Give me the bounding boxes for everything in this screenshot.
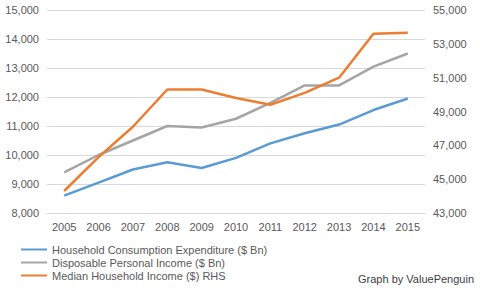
svg-text:2007: 2007	[121, 221, 145, 233]
svg-text:Median Household Income ($) RH: Median Household Income ($) RHS	[52, 270, 226, 282]
svg-text:2013: 2013	[327, 221, 351, 233]
svg-text:13,000: 13,000	[5, 62, 39, 74]
svg-text:15,000: 15,000	[5, 4, 39, 16]
svg-text:2014: 2014	[361, 221, 385, 233]
svg-text:14,000: 14,000	[5, 33, 39, 45]
svg-text:Disposable Personal Income ($: Disposable Personal Income ($ Bn)	[52, 257, 225, 269]
svg-text:47,000: 47,000	[433, 139, 467, 151]
svg-text:10,000: 10,000	[5, 149, 39, 161]
svg-text:2015: 2015	[396, 221, 420, 233]
svg-text:43,000: 43,000	[433, 207, 467, 219]
svg-text:9,000: 9,000	[11, 178, 39, 190]
svg-text:51,000: 51,000	[433, 72, 467, 84]
svg-text:53,000: 53,000	[433, 38, 467, 50]
svg-text:2009: 2009	[189, 221, 213, 233]
svg-text:2005: 2005	[52, 221, 76, 233]
svg-text:55,000: 55,000	[433, 4, 467, 16]
svg-text:12,000: 12,000	[5, 91, 39, 103]
svg-text:2010: 2010	[224, 221, 248, 233]
svg-text:2012: 2012	[292, 221, 316, 233]
svg-text:Graph by ValuePenguin: Graph by ValuePenguin	[358, 273, 474, 285]
svg-text:11,000: 11,000	[6, 120, 39, 132]
svg-text:2011: 2011	[259, 221, 283, 233]
svg-text:Household Consumption Expendit: Household Consumption Expenditure ($ Bn)	[52, 244, 267, 256]
svg-text:2006: 2006	[86, 221, 110, 233]
svg-text:45,000: 45,000	[433, 173, 467, 185]
svg-text:8,000: 8,000	[11, 207, 39, 219]
svg-text:2008: 2008	[155, 221, 179, 233]
svg-text:49,000: 49,000	[433, 106, 467, 118]
